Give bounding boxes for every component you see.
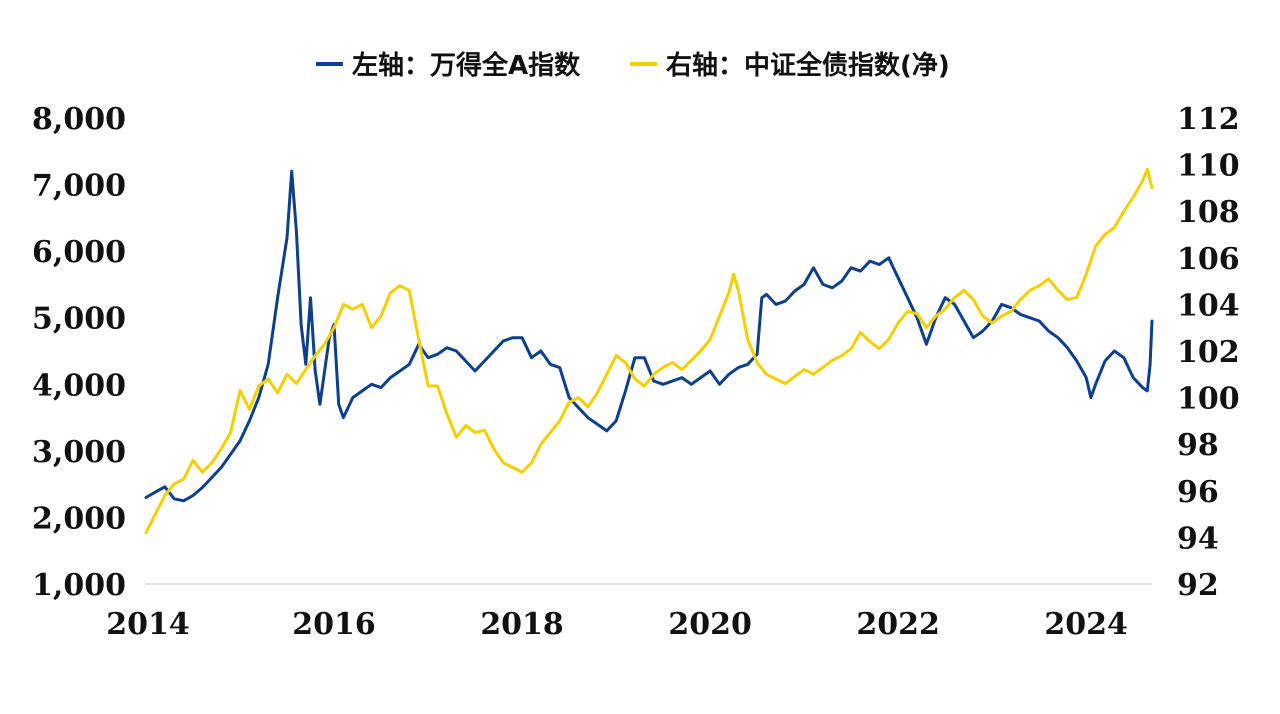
legend-label-right-series: 右轴：中证全债指数(净) [666, 50, 950, 81]
y-right-tick-label: 102 [1177, 335, 1240, 370]
y-right-tick-label: 98 [1177, 428, 1219, 463]
x-axis-ticks: 2014 2016 2018 2020 2022 2024 [106, 607, 1128, 642]
y-left-tick-label: 3,000 [32, 435, 126, 470]
y-right-tick-label: 96 [1177, 475, 1219, 510]
y-right-tick-label: 108 [1177, 195, 1240, 230]
y-axis-right-ticks: 92 94 96 98 100 102 104 106 108 110 112 [1177, 102, 1240, 603]
y-right-tick-label: 106 [1177, 242, 1240, 277]
y-right-tick-label: 110 [1177, 149, 1240, 184]
x-tick-label: 2024 [1044, 607, 1128, 642]
legend: 左轴：万得全A指数 右轴：中证全债指数(净) [316, 50, 950, 81]
y-left-tick-label: 4,000 [32, 368, 126, 403]
series-line-right-axis [144, 167, 1154, 535]
series-line-left-axis [144, 169, 1154, 503]
series-layer [144, 167, 1154, 535]
x-tick-label: 2016 [292, 607, 376, 642]
y-right-tick-label: 100 [1177, 382, 1240, 417]
y-right-tick-label: 104 [1177, 288, 1240, 323]
x-tick-label: 2020 [668, 607, 752, 642]
x-tick-label: 2022 [856, 607, 940, 642]
x-tick-label: 2014 [106, 607, 190, 642]
y-left-tick-label: 6,000 [32, 235, 126, 270]
y-left-tick-label: 7,000 [32, 169, 126, 204]
legend-label-left-series: 左轴：万得全A指数 [352, 50, 581, 81]
y-right-tick-label: 92 [1177, 568, 1219, 603]
y-axis-left-ticks: 1,000 2,000 3,000 4,000 5,000 6,000 7,000 8,000 [32, 102, 126, 603]
y-right-tick-label: 112 [1177, 102, 1240, 137]
y-right-tick-label: 94 [1177, 521, 1219, 556]
y-left-tick-label: 8,000 [32, 102, 126, 137]
y-left-tick-label: 5,000 [32, 302, 126, 337]
y-left-tick-label: 1,000 [32, 568, 126, 603]
x-tick-label: 2018 [480, 607, 564, 642]
y-left-tick-label: 2,000 [32, 501, 126, 536]
